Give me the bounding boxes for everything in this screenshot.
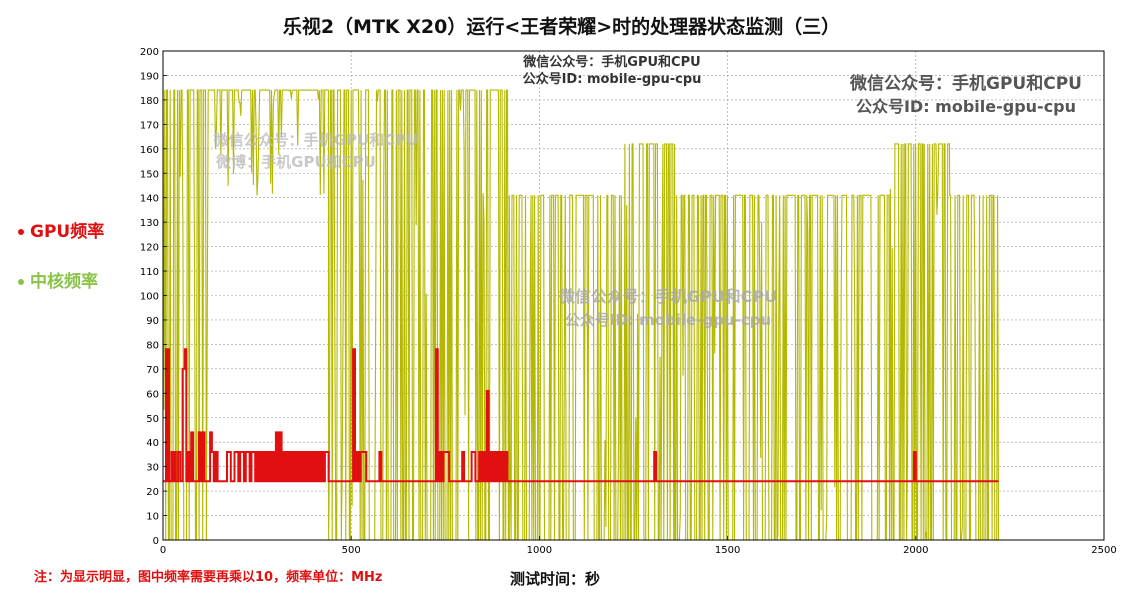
series-gpu-line (163, 348, 999, 483)
chart-title: 乐视2（MTK X20）运行<王者荣耀>时的处理器状态监测（三） (282, 16, 841, 38)
x-tick-label: 1000 (527, 545, 552, 556)
watermark-center-line2: 公众号ID: mobile-gpu-cpu (565, 311, 771, 329)
y-tick-label: 70 (146, 365, 159, 376)
y-tick-label: 60 (146, 389, 159, 400)
watermark-top-line2: 公众号ID: mobile-gpu-cpu (523, 71, 702, 87)
y-tick-label: 110 (140, 267, 159, 278)
series-mid-core-line (162, 89, 1000, 541)
y-tick-label: 120 (140, 243, 159, 254)
y-tick-label: 20 (146, 487, 159, 498)
x-tick-label: 2500 (1091, 545, 1116, 556)
chart-note: 注：为显示明显，图中频率需要再乘以10，频率单位：MHz (34, 570, 383, 585)
series-gpu (163, 348, 999, 483)
y-tick-label: 180 (140, 96, 159, 107)
watermark-center-line1: 微信公众号：手机GPU和CPU (558, 287, 777, 306)
series-mid-core (162, 89, 1000, 541)
watermark-layer: 微信公众号：手机GPU和CPU 公众号ID: mobile-gpu-cpu 微信… (213, 54, 1082, 329)
legend-mid-core-label: 中核频率 (30, 272, 98, 292)
y-tick-label: 130 (140, 218, 159, 229)
x-tick-label: 500 (342, 545, 361, 556)
y-tick-label: 90 (146, 316, 159, 327)
legend-mid-core-dot-icon (18, 279, 24, 285)
y-tick-label: 80 (146, 340, 159, 351)
x-tick-label: 1500 (715, 545, 740, 556)
y-tick-label: 140 (140, 194, 159, 205)
y-tick-label: 170 (140, 120, 159, 131)
watermark-left-line2: 微博：手机GPU和CPU (215, 153, 376, 171)
y-tick-label: 100 (140, 292, 159, 303)
legend-gpu-dot-icon (18, 229, 24, 235)
y-tick-label: 150 (140, 169, 159, 180)
y-tick-label: 190 (140, 71, 159, 82)
y-tick-label: 0 (153, 536, 159, 547)
y-tick-label: 200 (140, 47, 159, 58)
axis-layer: 0 10 20 30 40 50 60 70 80 90 100 110 120 130 140 150 160… (140, 47, 1117, 556)
x-tick-label: 2000 (903, 545, 928, 556)
y-tick-label: 40 (146, 438, 159, 449)
watermark-top-line1: 微信公众号：手机GPU和CPU (522, 54, 700, 70)
watermark-right-line2: 公众号ID: mobile-gpu-cpu (856, 97, 1076, 116)
legend-gpu-label: GPU频率 (30, 222, 105, 242)
watermark-left-line1: 微信公众号：手机GPU和CPU (213, 131, 419, 149)
y-tick-label: 160 (140, 145, 159, 156)
x-axis-label: 测试时间：秒 (510, 570, 601, 588)
legend-gpu: GPU频率 (18, 217, 104, 242)
legend-mid-core: 中核频率 (18, 267, 98, 292)
y-tick-label: 50 (146, 414, 159, 425)
x-tick-label: 0 (160, 545, 166, 556)
y-tick-label: 30 (146, 463, 159, 474)
watermark-right-line1: 微信公众号：手机GPU和CPU (849, 73, 1082, 94)
y-tick-label: 10 (146, 512, 159, 523)
